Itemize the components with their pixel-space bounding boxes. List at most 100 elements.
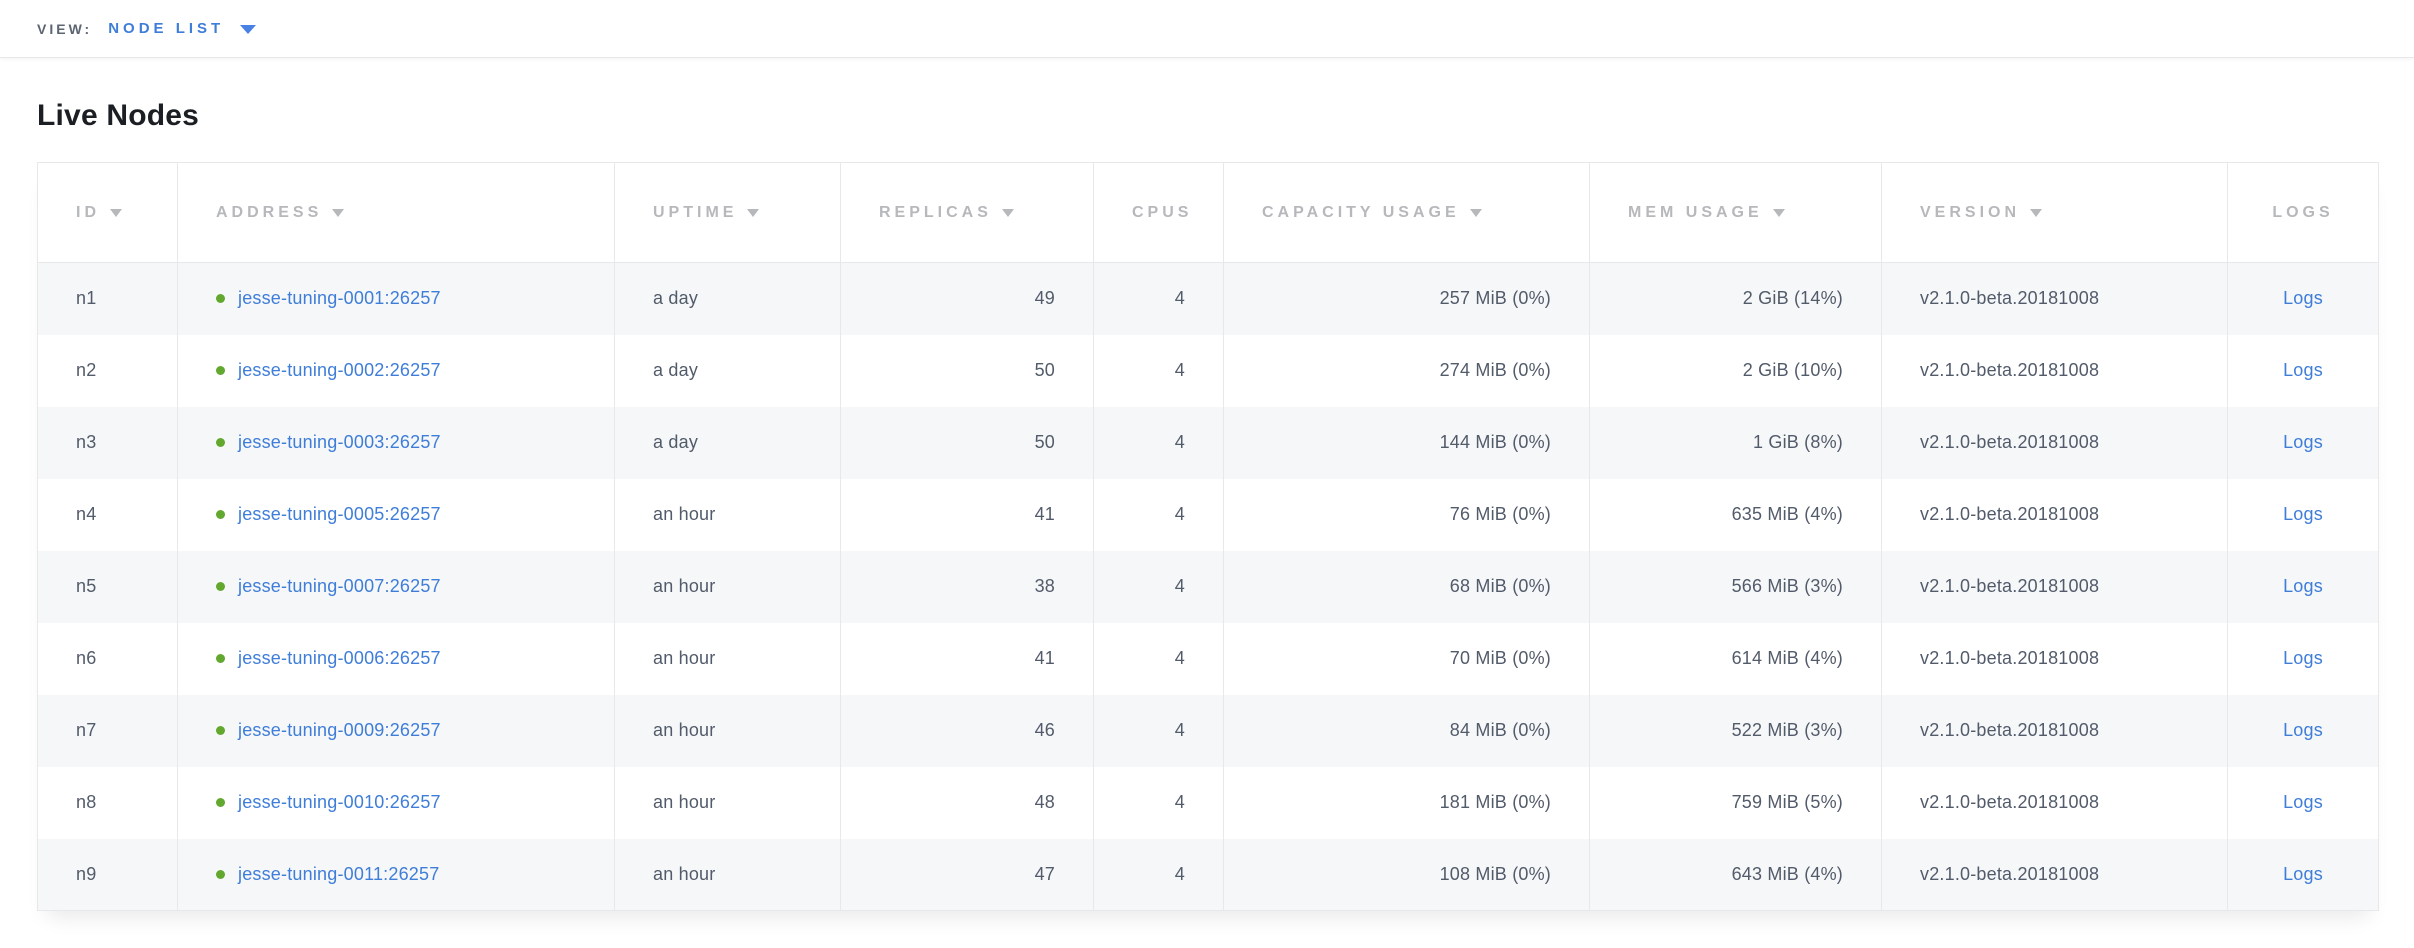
cell-logs: Logs <box>2227 334 2379 407</box>
cell-capacity: 144 MiB (0%) <box>1223 406 1590 479</box>
cell-address: jesse-tuning-0007:26257 <box>177 550 615 623</box>
cell-id: n9 <box>76 863 97 884</box>
logs-link[interactable]: Logs <box>2283 504 2323 524</box>
cell-capacity: 84 MiB (0%) <box>1223 694 1590 767</box>
table-row: n5 jesse-tuning-0007:26257 an hour 38 4 68 Mi… <box>37 550 2379 623</box>
node-address-link[interactable]: jesse-tuning-0001:26257 <box>238 288 441 309</box>
cell-logs: Logs <box>2227 406 2379 479</box>
cell-cpus: 4 <box>1093 550 1224 623</box>
logs-link[interactable]: Logs <box>2283 720 2323 740</box>
logs-link[interactable]: Logs <box>2283 576 2323 596</box>
table-header-row: ID ADDRESS UPTIME REPLICAS CPUS CAPACITY USAG… <box>37 162 2379 263</box>
cell-address: jesse-tuning-0011:26257 <box>177 838 615 911</box>
cell-uptime: a day <box>614 406 841 479</box>
cell-address: jesse-tuning-0003:26257 <box>177 406 615 479</box>
node-address-link[interactable]: jesse-tuning-0007:26257 <box>238 576 441 596</box>
column-header-address[interactable]: ADDRESS <box>177 162 615 263</box>
cell-mem: 635 MiB (4%) <box>1589 478 1882 551</box>
node-address-link[interactable]: jesse-tuning-0002:26257 <box>238 360 441 380</box>
sort-desc-icon <box>747 208 760 217</box>
cell-uptime: an hour <box>614 478 841 551</box>
cell-id: n7 <box>76 720 97 740</box>
node-status-icon <box>216 726 225 735</box>
column-header-mem[interactable]: MEM USAGE <box>1589 162 1882 263</box>
table-row: n7 jesse-tuning-0009:26257 an hour 46 4 84 Mi… <box>37 694 2379 767</box>
cell-replicas: 50 <box>840 334 1094 407</box>
node-status-icon <box>216 582 225 591</box>
cell-replicas: 46 <box>840 694 1094 767</box>
logs-link[interactable]: Logs <box>2283 792 2323 812</box>
node-address-link[interactable]: jesse-tuning-0009:26257 <box>238 720 441 740</box>
cell-replicas: 41 <box>840 622 1094 695</box>
logs-link[interactable]: Logs <box>2283 648 2323 668</box>
column-header-label: MEM USAGE <box>1628 203 1763 221</box>
cell-logs: Logs <box>2227 766 2379 839</box>
column-header-label: UPTIME <box>653 203 738 221</box>
table-row: n2 jesse-tuning-0002:26257 a day 50 4 274 MiB… <box>38 334 2379 407</box>
logs-link[interactable]: Logs <box>2283 863 2323 884</box>
cell-version: v2.1.0-beta.20181008 <box>1881 766 2228 839</box>
cell-version: v2.1.0-beta.20181008 <box>1881 478 2228 551</box>
cell-version: v2.1.0-beta.20181008 <box>1881 838 2228 911</box>
node-address-link[interactable]: jesse-tuning-0011:26257 <box>238 863 440 884</box>
cell-logs: Logs <box>2227 694 2379 767</box>
view-selector[interactable]: NODE LIST <box>108 20 257 37</box>
cell-uptime: a day <box>614 334 841 407</box>
view-selected-value: NODE LIST <box>108 20 225 37</box>
logs-link[interactable]: Logs <box>2283 288 2323 309</box>
cell-address: jesse-tuning-0001:26257 <box>177 262 615 335</box>
cell-version: v2.1.0-beta.20181008 <box>1881 334 2228 407</box>
cell-uptime: an hour <box>614 766 841 839</box>
live-nodes-table: ID ADDRESS UPTIME REPLICAS CPUS CAPACITY USAG… <box>37 162 2379 911</box>
column-header-cpus: CPUS <box>1093 162 1224 263</box>
node-status-icon <box>216 366 225 375</box>
node-status-icon <box>216 294 225 304</box>
cell-capacity: 70 MiB (0%) <box>1223 622 1590 695</box>
cell-uptime: an hour <box>614 838 841 911</box>
cell-mem: 759 MiB (5%) <box>1589 766 1882 839</box>
logs-link[interactable]: Logs <box>2283 432 2323 452</box>
cell-logs: Logs <box>2227 262 2379 335</box>
cell-version: v2.1.0-beta.20181008 <box>1881 262 2228 335</box>
cell-logs: Logs <box>2227 838 2379 911</box>
cell-id: n4 <box>76 504 97 524</box>
cell-id: n2 <box>76 360 97 380</box>
table-row: n1 jesse-tuning-0001:26257 a day 49 4 257 MiB… <box>37 262 2379 335</box>
cell-id: n3 <box>76 432 97 452</box>
column-header-capacity[interactable]: CAPACITY USAGE <box>1223 162 1590 263</box>
node-address-link[interactable]: jesse-tuning-0005:26257 <box>238 504 441 524</box>
cell-cpus: 4 <box>1093 838 1224 911</box>
node-status-icon <box>216 798 225 807</box>
column-header-uptime[interactable]: UPTIME <box>614 162 841 263</box>
cell-mem: 2 GiB (14%) <box>1589 262 1882 335</box>
sort-desc-icon <box>1001 208 1014 217</box>
sort-desc-icon <box>1772 208 1785 217</box>
node-address-link[interactable]: jesse-tuning-0010:26257 <box>238 792 441 812</box>
cell-uptime: an hour <box>614 550 841 623</box>
cell-logs: Logs <box>2227 550 2379 623</box>
cell-capacity: 274 MiB (0%) <box>1223 334 1590 407</box>
column-header-version[interactable]: VERSION <box>1881 162 2228 263</box>
node-address-link[interactable]: jesse-tuning-0006:26257 <box>238 648 441 668</box>
column-header-replicas[interactable]: REPLICAS <box>840 162 1094 263</box>
table-row: n9 jesse-tuning-0011:26257 an hour 47 4 108 M… <box>37 838 2379 911</box>
table-row: n4 jesse-tuning-0005:26257 an hour 41 4 76 Mi… <box>38 478 2379 551</box>
cell-address: jesse-tuning-0006:26257 <box>177 622 615 695</box>
column-header-id[interactable]: ID <box>37 162 178 263</box>
cell-cpus: 4 <box>1093 478 1224 551</box>
cell-mem: 522 MiB (3%) <box>1589 694 1882 767</box>
logs-link[interactable]: Logs <box>2283 360 2323 380</box>
cell-cpus: 4 <box>1093 406 1224 479</box>
view-bar: VIEW: NODE LIST <box>0 0 2414 58</box>
node-address-link[interactable]: jesse-tuning-0003:26257 <box>238 432 441 452</box>
cell-mem: 614 MiB (4%) <box>1589 622 1882 695</box>
sort-desc-icon <box>1469 208 1482 217</box>
table-row: n6 jesse-tuning-0006:26257 an hour 41 4 70 Mi… <box>38 622 2379 695</box>
column-header-label: ADDRESS <box>216 203 323 221</box>
column-header-label: CAPACITY USAGE <box>1262 203 1460 221</box>
cell-mem: 2 GiB (10%) <box>1589 334 1882 407</box>
cell-cpus: 4 <box>1093 694 1224 767</box>
cell-version: v2.1.0-beta.20181008 <box>1881 694 2228 767</box>
cell-version: v2.1.0-beta.20181008 <box>1881 622 2228 695</box>
view-label: VIEW: <box>37 20 93 37</box>
